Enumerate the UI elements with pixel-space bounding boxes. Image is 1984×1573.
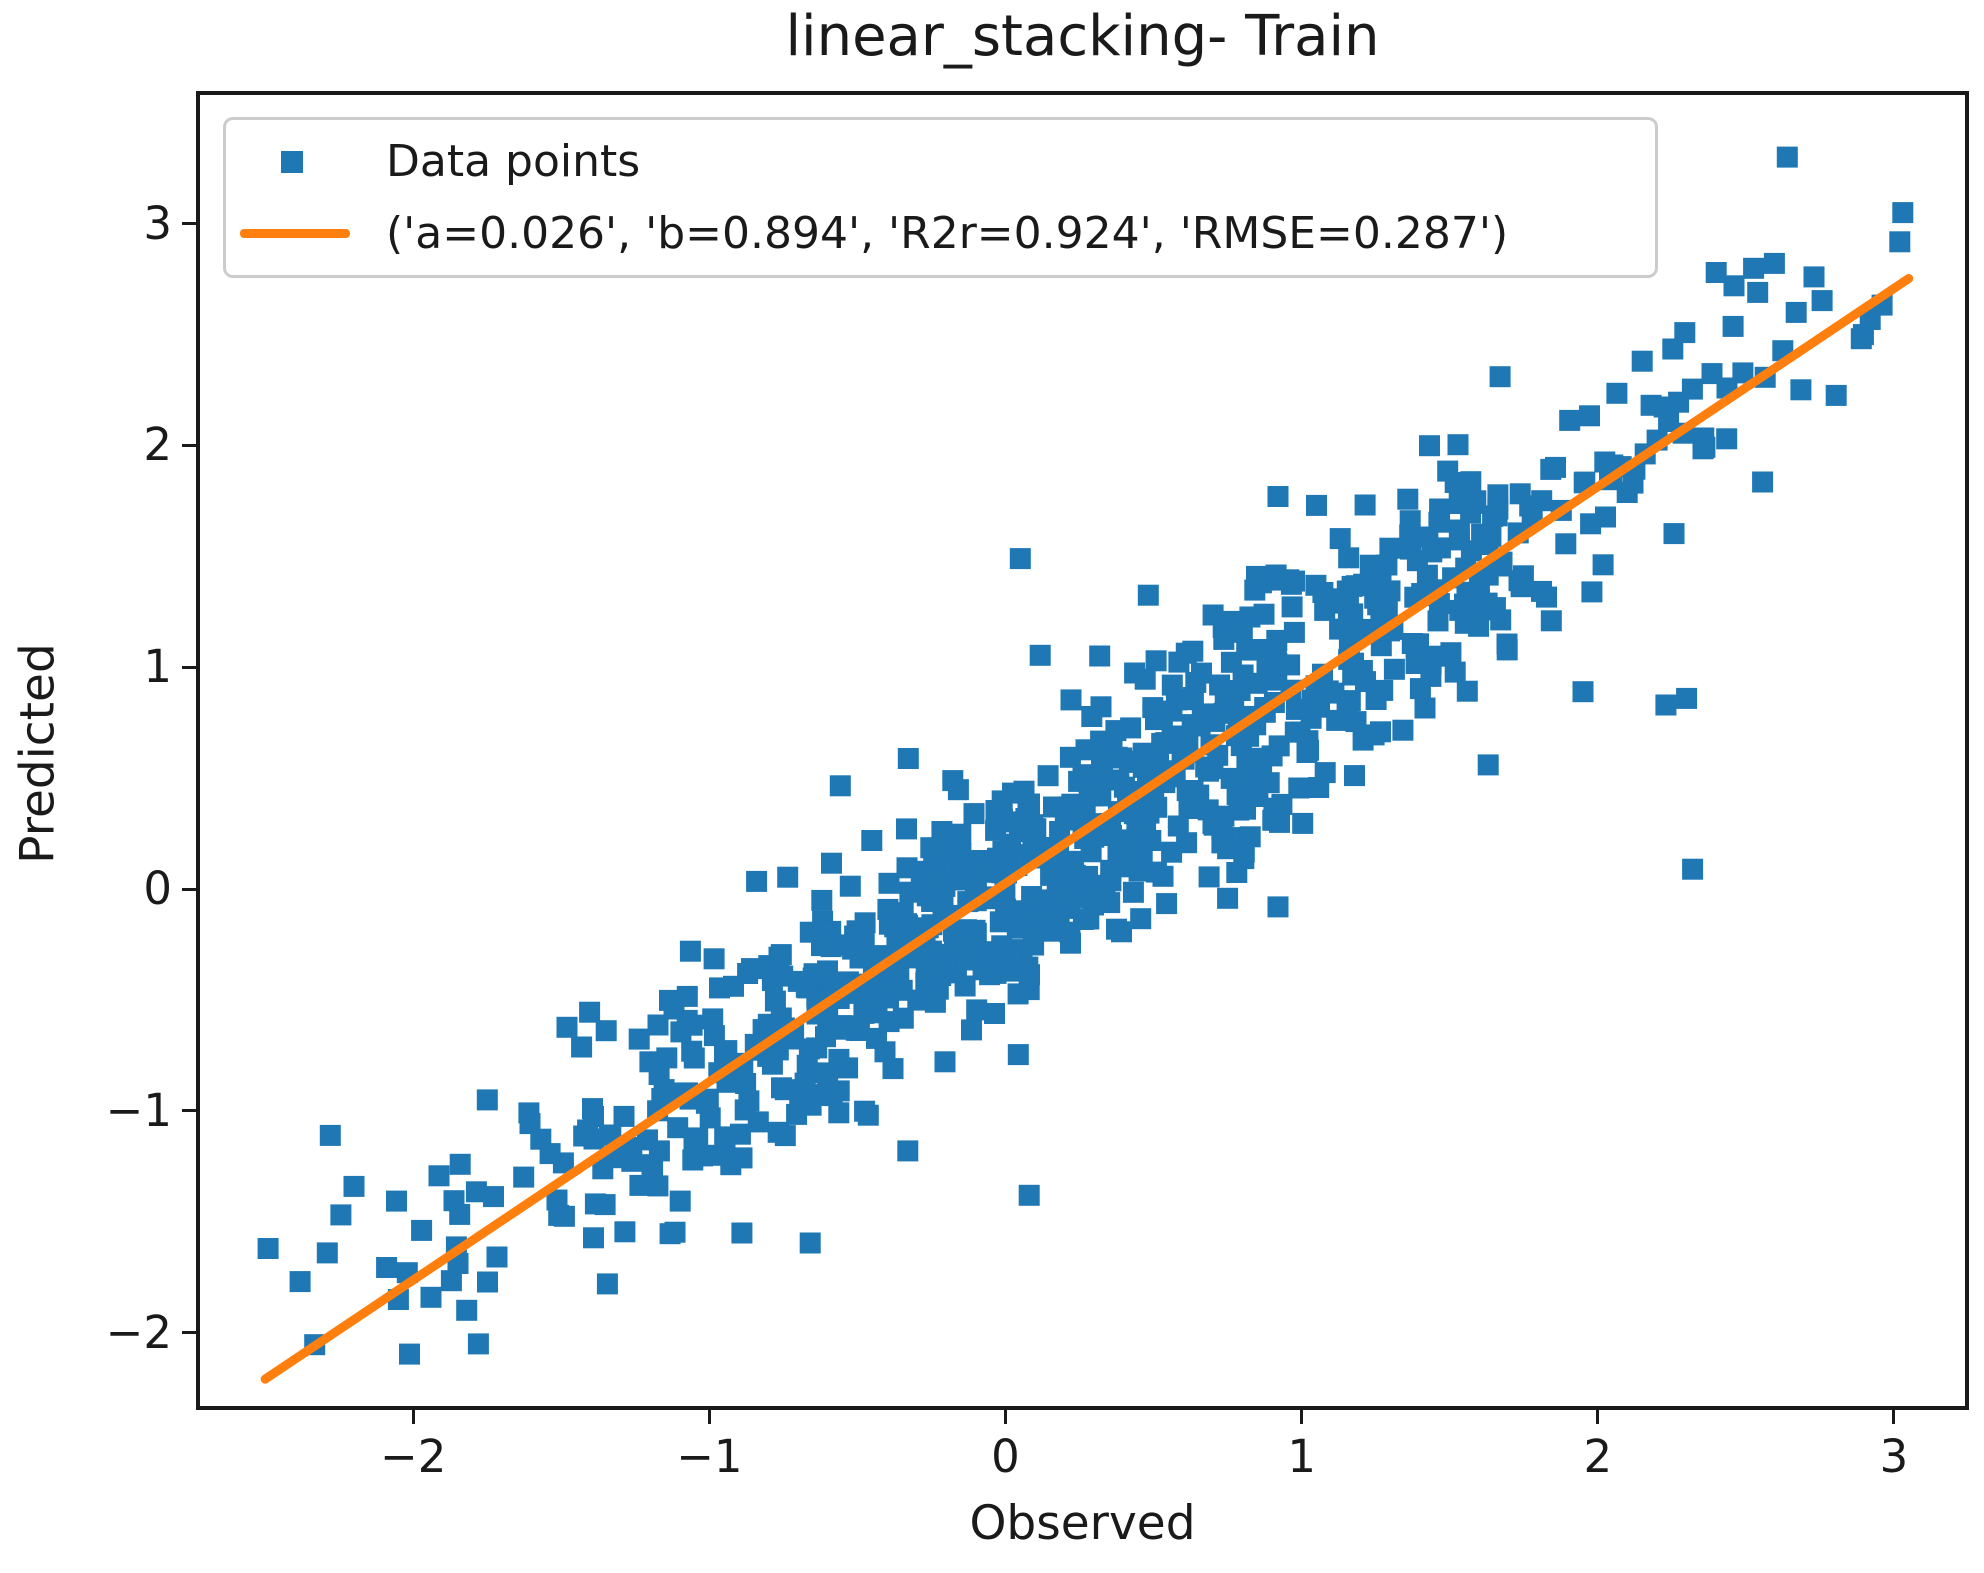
y-tick-mark (182, 222, 196, 226)
y-tick-mark (182, 887, 196, 891)
x-tick-label: 2 (1583, 1430, 1613, 1483)
x-tick-label: −1 (676, 1430, 743, 1483)
x-tick-mark (1004, 1410, 1007, 1424)
legend: Data points ('a=0.026', 'b=0.894', 'R2r=… (223, 117, 1658, 278)
x-tick-mark (1892, 1410, 1896, 1424)
y-tick-label: −2 (105, 1305, 172, 1359)
x-tick-mark (1596, 1410, 1600, 1424)
y-tick-label: 0 (143, 862, 172, 916)
x-tick-mark (1300, 1410, 1304, 1424)
y-tick-label: 2 (143, 418, 172, 472)
legend-item-data-points: Data points (226, 132, 1655, 192)
scatter-points (257, 146, 1914, 1365)
x-tick-label: 1 (1287, 1430, 1316, 1483)
y-tick-label: 1 (143, 640, 172, 694)
y-tick-label: 3 (143, 196, 172, 250)
chart-title: linear_stacking- Train (785, 4, 1380, 69)
y-axis-label: Predicted (10, 643, 66, 864)
legend-item-label: ('a=0.026', 'b=0.894', 'R2r=0.924', 'RMS… (386, 207, 1509, 259)
legend-item-fit-line: ('a=0.026', 'b=0.894', 'R2r=0.924', 'RMS… (226, 203, 1655, 263)
y-tick-mark (182, 443, 196, 447)
x-axis-label: Observed (969, 1496, 1196, 1551)
y-tick-label: −1 (105, 1083, 172, 1137)
x-tick-label: 3 (1879, 1430, 1909, 1483)
legend-line-marker-icon (240, 228, 350, 238)
x-tick-label: 0 (991, 1430, 1020, 1483)
scatter-plot-svg (257, 146, 1914, 1384)
plot-area (196, 91, 1969, 1410)
regression-line (260, 274, 1914, 1384)
y-tick-mark (182, 1109, 196, 1113)
x-tick-mark (411, 1410, 415, 1424)
x-tick-mark (707, 1410, 711, 1424)
x-tick-label: −2 (380, 1430, 447, 1483)
y-tick-mark (182, 665, 196, 669)
legend-item-label: Data points (386, 136, 641, 188)
y-tick-mark (182, 1331, 196, 1335)
legend-square-marker-icon (281, 150, 303, 173)
